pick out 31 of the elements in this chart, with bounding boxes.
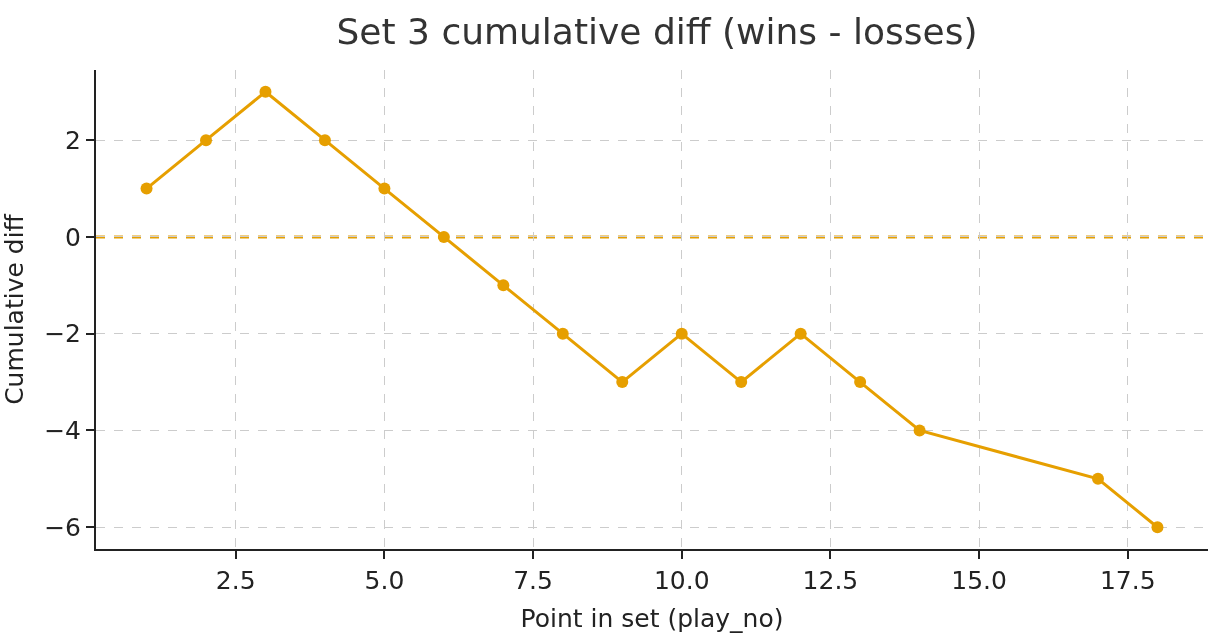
y-tick-label: 0: [65, 222, 81, 252]
point: [318, 134, 331, 147]
x-tick-label: 5.0: [364, 566, 405, 595]
x-tick-label: 17.5: [1099, 566, 1156, 595]
y-tick-label: −2: [44, 319, 81, 349]
point: [735, 376, 748, 389]
point: [1092, 472, 1104, 485]
y-axis-title: Cumulative diff: [0, 213, 29, 405]
chart-title: Set 3 cumulative diff (wins - losses): [336, 11, 978, 53]
point: [794, 327, 807, 340]
x-tick-label: 2.5: [215, 566, 256, 595]
x-axis-title: Point in set (play_no): [520, 603, 784, 633]
x-tick-label: 12.5: [802, 566, 859, 595]
y-tick-label: −6: [44, 512, 81, 542]
y-tick-label: −4: [44, 416, 81, 446]
point: [437, 230, 450, 243]
point: [378, 182, 391, 195]
point: [675, 327, 688, 340]
point: [913, 424, 926, 437]
x-tick-label: 7.5: [513, 566, 553, 595]
point: [140, 182, 153, 195]
point: [854, 376, 867, 389]
point: [616, 376, 629, 389]
y-tick-label: 2: [65, 125, 81, 155]
point: [259, 85, 272, 98]
point: [497, 279, 510, 292]
point: [1151, 521, 1164, 534]
point: [556, 327, 569, 340]
point: [200, 134, 213, 147]
x-tick-label: 15.0: [951, 566, 1007, 595]
x-tick-label: 10.0: [653, 566, 710, 595]
